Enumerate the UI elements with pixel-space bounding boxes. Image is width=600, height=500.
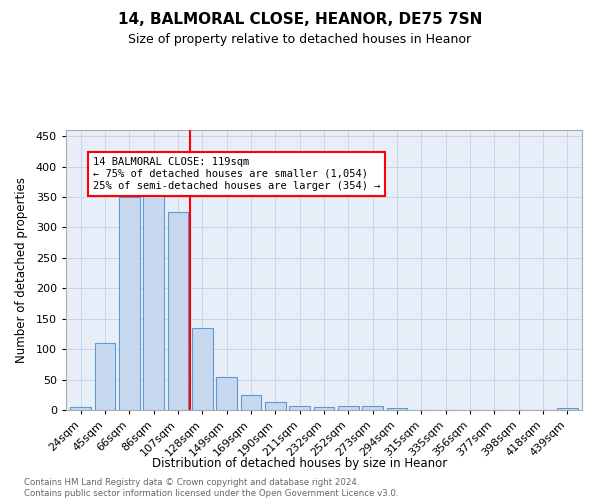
Text: 14 BALMORAL CLOSE: 119sqm
← 75% of detached houses are smaller (1,054)
25% of se: 14 BALMORAL CLOSE: 119sqm ← 75% of detac… (93, 158, 380, 190)
Bar (167, 212, 188, 410)
Bar (338, 406, 359, 410)
Bar (241, 395, 262, 410)
Text: Size of property relative to detached houses in Heanor: Size of property relative to detached ho… (128, 32, 472, 46)
Bar (362, 406, 383, 410)
Bar (192, 328, 212, 410)
Bar (143, 182, 164, 410)
Bar (119, 197, 140, 410)
Bar (216, 376, 237, 410)
Bar (70, 407, 91, 410)
Bar (289, 406, 310, 410)
Text: Distribution of detached houses by size in Heanor: Distribution of detached houses by size … (152, 458, 448, 470)
Bar (314, 407, 334, 410)
Text: Contains HM Land Registry data © Crown copyright and database right 2024.
Contai: Contains HM Land Registry data © Crown c… (24, 478, 398, 498)
Bar (386, 408, 407, 410)
Text: 14, BALMORAL CLOSE, HEANOR, DE75 7SN: 14, BALMORAL CLOSE, HEANOR, DE75 7SN (118, 12, 482, 28)
Bar (265, 402, 286, 410)
Y-axis label: Number of detached properties: Number of detached properties (14, 177, 28, 363)
Bar (95, 343, 115, 410)
Bar (557, 408, 578, 410)
